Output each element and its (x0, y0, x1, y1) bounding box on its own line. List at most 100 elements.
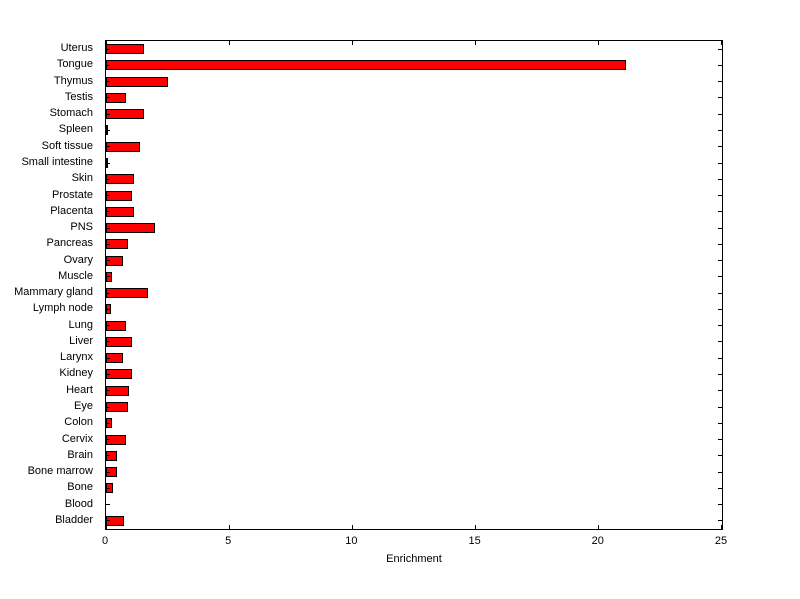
x-tick-bottom (351, 525, 353, 529)
x-tick-top (351, 41, 353, 45)
y-tick-left (106, 227, 110, 229)
x-tick-top (598, 41, 600, 45)
x-axis-title: Enrichment (386, 553, 442, 565)
y-tick-label: Skin (71, 172, 93, 185)
y-tick-right (718, 520, 722, 522)
y-tick-left (106, 373, 110, 375)
bar (106, 60, 626, 71)
y-tick-left (106, 341, 110, 343)
y-tick-right (718, 129, 722, 131)
x-tick-label: 20 (591, 535, 604, 547)
y-tick-label: Lymph node (32, 302, 93, 315)
y-tick-label: Liver (69, 334, 93, 347)
y-tick-label: Placenta (50, 204, 93, 217)
y-tick-right (718, 406, 722, 408)
x-tick-bottom (598, 525, 600, 529)
y-tick-left (106, 48, 110, 50)
y-tick-label: Stomach (49, 107, 93, 120)
y-tick-left (106, 211, 110, 213)
y-tick-left (106, 439, 110, 441)
y-tick-label: Prostate (52, 188, 93, 201)
y-tick-right (718, 341, 722, 343)
y-tick-label: Uterus (60, 42, 93, 55)
y-tick-label: Testis (64, 90, 93, 103)
plot-area (105, 40, 723, 530)
y-tick-label: Tongue (56, 58, 93, 71)
y-tick-right (718, 455, 722, 457)
y-tick-left (106, 178, 110, 180)
x-tick-bottom (475, 525, 477, 529)
y-tick-right (718, 146, 722, 148)
y-tick-label: Muscle (58, 269, 93, 282)
y-tick-left (106, 195, 110, 197)
y-tick-left (106, 129, 110, 131)
y-tick-right (718, 81, 722, 83)
y-tick-label: Bone marrow (27, 465, 93, 478)
y-tick-label: Small intestine (21, 156, 93, 168)
y-tick-label: Pancreas (46, 237, 93, 250)
y-tick-label: Blood (64, 497, 93, 510)
y-tick-label: Kidney (59, 367, 93, 380)
x-tick-label: 0 (101, 535, 109, 547)
y-tick-right (718, 487, 722, 489)
y-tick-left (106, 162, 110, 164)
y-tick-right (718, 292, 722, 294)
y-tick-right (718, 276, 722, 278)
y-tick-label: Thymus (53, 74, 93, 87)
y-tick-right (718, 308, 722, 310)
y-tick-left (106, 260, 110, 262)
y-tick-left (106, 487, 110, 489)
x-tick-bottom (106, 525, 107, 529)
y-tick-right (718, 211, 722, 213)
y-tick-left (106, 81, 110, 83)
y-tick-label: Soft tissue (41, 139, 93, 152)
y-tick-left (106, 455, 110, 457)
bar (106, 109, 145, 120)
y-tick-left (106, 146, 110, 148)
y-tick-left (106, 113, 110, 115)
y-tick-right (718, 113, 722, 115)
y-tick-label: PNS (70, 221, 93, 234)
y-tick-left (106, 406, 110, 408)
y-tick-left (106, 325, 110, 327)
y-tick-left (106, 390, 110, 392)
y-tick-right (718, 97, 722, 99)
y-tick-right (718, 390, 722, 392)
y-tick-label: Heart (66, 383, 93, 396)
y-tick-right (718, 373, 722, 375)
y-tick-label: Spleen (58, 123, 93, 136)
y-tick-right (718, 178, 722, 180)
y-tick-right (718, 64, 722, 66)
x-tick-label: 25 (714, 535, 728, 547)
y-tick-right (718, 227, 722, 229)
y-tick-left (106, 97, 110, 99)
y-tick-label: Lung (68, 318, 93, 331)
bar (106, 288, 148, 299)
y-tick-label: Mammary gland (14, 286, 93, 299)
y-tick-left (106, 292, 110, 294)
bar (106, 223, 156, 234)
x-tick-bottom (228, 525, 230, 529)
y-tick-right (718, 260, 722, 262)
y-tick-left (106, 243, 110, 245)
y-tick-right (718, 357, 722, 359)
y-tick-label: Eye (74, 400, 93, 412)
x-tick-label: 15 (468, 535, 481, 547)
x-tick-top (228, 41, 230, 45)
y-tick-left (106, 276, 110, 278)
x-tick-top (106, 41, 107, 45)
y-tick-left (106, 357, 110, 359)
bar (106, 206, 135, 217)
bar (106, 141, 141, 152)
y-tick-left (106, 471, 110, 473)
x-axis-tick-labels: 0 5 10 15 20 25 (101, 535, 727, 549)
y-tick-right (718, 48, 722, 50)
bar (106, 76, 168, 87)
y-tick-left (106, 520, 110, 522)
y-tick-label: Larynx (59, 351, 93, 364)
y-tick-label: Bladder (55, 513, 93, 526)
y-tick-left (106, 308, 110, 310)
bar (106, 174, 135, 185)
y-tick-left (106, 64, 110, 66)
